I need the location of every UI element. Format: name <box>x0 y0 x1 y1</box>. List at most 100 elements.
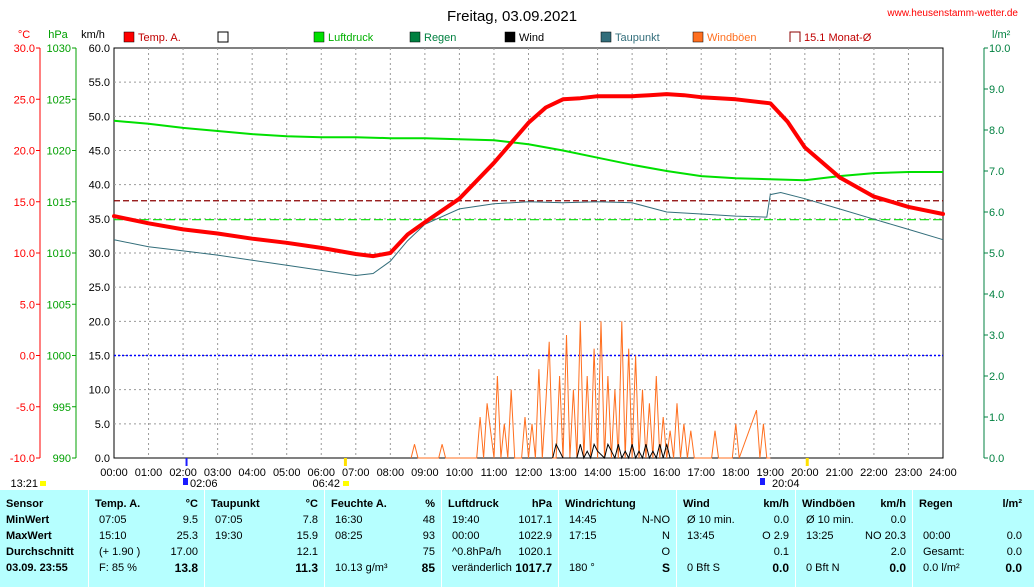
press-row-2-value: 1020.1 <box>518 546 552 558</box>
temp-header: Temp. A. <box>95 498 141 510</box>
legend-label-5: Taupunkt <box>615 32 660 44</box>
x-tick-label-22: 22:00 <box>860 467 888 479</box>
press-row-3-label: veränderlich <box>452 562 512 574</box>
panel-col-dir: Windrichtung <box>559 490 676 587</box>
x-tick-label-1: 01:00 <box>135 467 163 479</box>
row-label-max: MaxWert <box>6 530 52 542</box>
press-unit: hPa <box>531 498 552 510</box>
rain-row-1-label: 00:00 <box>923 530 951 542</box>
temp-row-2-label: (+ 1.90 ) <box>99 546 141 558</box>
temp-tick-label-8: -10.0 <box>10 453 35 465</box>
temp-tick-label-5: 5.0 <box>20 299 35 311</box>
legend-label-7: 15.1 Monat-Ø <box>804 32 872 44</box>
dir-row-3-value: S <box>661 561 670 575</box>
hum-row-0-value: 48 <box>422 514 435 526</box>
panel-col-dew: Taupunkt °C <box>205 490 324 587</box>
temp-row-2-value: 17.00 <box>170 546 198 558</box>
x-tick-label-24: 24:00 <box>929 467 957 479</box>
panel-col-wind: Wind km/h <box>677 490 795 587</box>
dew-row-2-value: 12.1 <box>296 546 318 558</box>
press-row-0-label: 19:40 <box>452 514 480 526</box>
kmh-tick-label-0: 60.0 <box>89 43 110 55</box>
series-pressure <box>113 119 943 182</box>
legend-label-3: Regen <box>424 32 456 44</box>
dew-unit: °C <box>305 498 318 510</box>
sunset-label: 20:04 <box>772 478 800 490</box>
legend-swatch-7 <box>789 31 801 42</box>
press-row-3-value: 1017.7 <box>515 561 552 575</box>
press-row-2-label: ^0.8hPa/h <box>452 546 502 558</box>
legend-label-0: Temp. A. <box>138 32 181 44</box>
hpa-tick-label-3: 1015 <box>47 197 71 209</box>
dir-row-1-label: 17:15 <box>569 530 597 542</box>
dew-row-0-label: 07:05 <box>215 514 243 526</box>
rain-row-3-value: 0.0 <box>1005 561 1022 575</box>
series-gusts <box>410 321 771 459</box>
press-header: Luftdruck <box>448 498 499 510</box>
x-tick-label-5: 05:00 <box>273 467 301 479</box>
hum-row-0-label: 16:30 <box>335 514 363 526</box>
x-tick-label-18: 18:00 <box>722 467 750 479</box>
wind-row-3-label: 0 Bft S <box>687 562 721 574</box>
weather-chart: 30.0 25.0 20.0 15.0 10.0 5.0 0.0 -5.0 -10.0 1030 1… <box>10 8 1019 490</box>
kmh-tick-label-7: 25.0 <box>89 282 110 294</box>
rain-tick-label-10: 0.0 <box>989 453 1004 465</box>
press-row-1-value: 1022.9 <box>518 530 552 542</box>
kmh-tick-label-4: 40.0 <box>89 180 110 192</box>
legend-label-4: Wind <box>519 32 544 44</box>
x-tick-label-9: 09:00 <box>411 467 439 479</box>
legend-swatch-3 <box>409 31 421 43</box>
temp-row-1-label: 15:10 <box>99 530 127 542</box>
kmh-tick-label-9: 15.0 <box>89 351 110 363</box>
hum-row-2-value: 75 <box>422 546 435 558</box>
legend-swatch-5 <box>600 31 612 43</box>
x-tick-label-0: 00:00 <box>100 467 128 479</box>
x-tick-label-23: 23:00 <box>895 467 923 479</box>
gust-row-1-label: 13:25 <box>806 530 834 542</box>
x-tick-label-3: 03:00 <box>204 467 232 479</box>
hpa-tick-label-8: 990 <box>53 453 71 465</box>
x-tick-label-21: 21:00 <box>826 467 854 479</box>
rain-tick-label-8: 2.0 <box>989 371 1004 383</box>
dir-row-1-value: N <box>662 530 670 542</box>
temp-unit: °C <box>185 498 198 510</box>
panel-col-rain: Regen l/m² <box>913 490 1034 587</box>
wind-row-0-value: 0.0 <box>773 514 789 526</box>
chart-title: Freitag, 03.09.2021 <box>447 8 577 25</box>
hpa-tick-label-7: 995 <box>53 402 71 414</box>
gust-row-3-value: 0.0 <box>889 561 906 575</box>
sunrise-label: 06:42 <box>312 478 340 490</box>
kmh-tick-label-10: 10.0 <box>89 385 110 397</box>
rain-row-2-value: 0.0 <box>1006 546 1022 558</box>
x-tick-label-17: 17:00 <box>687 467 715 479</box>
hum-unit: % <box>425 498 435 510</box>
temp-tick-label-0: 30.0 <box>14 43 35 55</box>
x-tick-label-12: 12:00 <box>515 467 543 479</box>
hpa-tick-label-1: 1025 <box>47 94 71 106</box>
moonset-marker-icon <box>760 478 765 485</box>
x-tick-label-11: 11:00 <box>481 467 508 479</box>
gust-row-2-value: 2.0 <box>890 546 906 558</box>
x-tick-label-4: 04:00 <box>238 467 266 479</box>
legend-swatch-0 <box>123 31 135 43</box>
rain-tick-label-7: 3.0 <box>989 330 1004 342</box>
x-tick-label-16: 16:00 <box>653 467 681 479</box>
temp-tick-label-1: 25.0 <box>14 94 35 106</box>
hpa-tick-label-6: 1000 <box>47 351 71 363</box>
panel-col-sensor: Sensor MinWert MaxWert Durchschnitt 03.0… <box>0 490 88 587</box>
panel-col-press: Luftdruck hPa <box>442 490 558 587</box>
x-tick-label-19: 19:00 <box>757 467 785 479</box>
temp-tick-label-4: 10.0 <box>14 248 35 260</box>
dir-row-0-value: N-NO <box>641 514 670 526</box>
temp-row-0-label: 07:05 <box>99 514 127 526</box>
legend-swatch-2 <box>313 31 325 43</box>
press-row-0-value: 1017.1 <box>518 514 552 526</box>
rain-unit-label: l/m² <box>992 29 1011 41</box>
hum-row-1-value: 93 <box>422 530 435 542</box>
dew-row-0-value: 7.8 <box>302 514 318 526</box>
rain-unit: l/m² <box>1002 498 1022 510</box>
moonrise-label: 02:06 <box>190 478 218 490</box>
stats-panel: Sensor MinWert MaxWert Durchschnitt 03.0… <box>0 490 1034 587</box>
hum-row-1-label: 08:25 <box>335 530 363 542</box>
